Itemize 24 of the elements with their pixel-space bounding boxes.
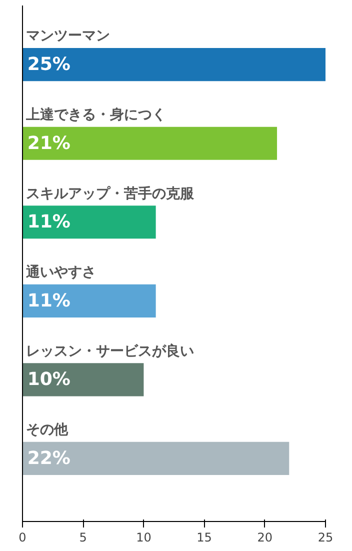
x-tick-label: 15 <box>196 530 212 544</box>
y-tick-label: スキルアップ・苦手の克服 <box>26 184 196 202</box>
y-tick-label: その他 <box>26 422 70 438</box>
data-label: 11% <box>27 290 70 312</box>
data-label: 11% <box>27 212 70 233</box>
bar <box>22 442 290 476</box>
data-label: 25% <box>27 54 70 76</box>
data-label: 21% <box>27 132 70 154</box>
x-tick-label: 20 <box>257 530 273 544</box>
bar <box>22 48 326 82</box>
x-tick-label: 5 <box>79 530 87 544</box>
bar <box>22 363 144 396</box>
y-tick-label: マンツーマン <box>26 28 110 44</box>
data-label: 22% <box>27 448 70 469</box>
data-label: 10% <box>27 369 70 390</box>
y-tick-label: レッスン・サービスが良い <box>26 342 194 360</box>
bar <box>22 206 156 239</box>
y-tick-label: 通いやすさ <box>25 264 96 281</box>
x-tick-label: 25 <box>318 530 334 544</box>
x-tick-label: 10 <box>136 530 152 544</box>
bar <box>22 126 278 160</box>
bar <box>22 284 156 318</box>
x-tick-label: 0 <box>18 530 26 544</box>
y-tick-label: 上達できる・身につく <box>25 107 166 123</box>
